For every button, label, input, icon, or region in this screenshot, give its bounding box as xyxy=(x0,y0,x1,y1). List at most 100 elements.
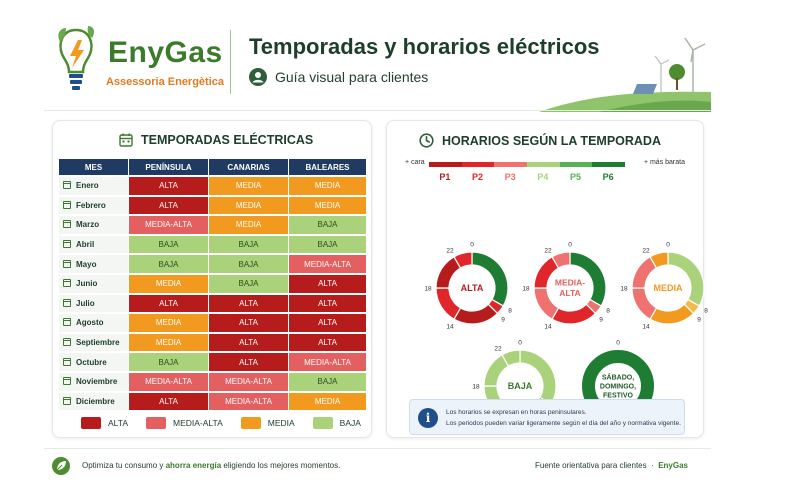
table-row: Noviembre MEDIA-ALTA MEDIA-ALTA BAJA xyxy=(59,372,367,391)
footer-text-bold: ahorra energía xyxy=(165,461,222,470)
hour-label: 9 xyxy=(697,317,701,324)
donut-center-label: DOMINGO, xyxy=(600,383,636,390)
legend-label: MEDIA xyxy=(267,418,295,428)
calendar-icon xyxy=(119,133,133,147)
leaf-icon xyxy=(52,457,70,475)
cheaper-label: + más barata xyxy=(643,159,685,166)
seasons-title-text: TEMPORADAS ELÉCTRICAS xyxy=(141,133,314,147)
footer-rule xyxy=(44,448,711,449)
hour-label: 22 xyxy=(494,345,502,352)
season-level-cell: MEDIA xyxy=(289,177,367,195)
season-level-cell: MEDIA xyxy=(129,274,209,293)
season-level-cell: BAJA xyxy=(129,353,209,371)
month-cell: Octubre xyxy=(59,353,129,371)
hour-label: 8 xyxy=(508,308,512,315)
season-level-cell: ALTA xyxy=(209,294,289,313)
donut-segment xyxy=(667,251,705,307)
season-level-cell: ALTA xyxy=(129,294,209,313)
month-cell: Septiembre xyxy=(59,333,129,352)
table-row: Septiembre MEDIA ALTA ALTA xyxy=(59,333,367,352)
month-cell: Marzo xyxy=(59,216,129,234)
schedule-donut: 0 89 14 18 22 MEDIA-ALTA xyxy=(522,242,610,331)
month-cell: Agosto xyxy=(59,314,129,332)
footer-text-after: eligiendo los mejores momentos. xyxy=(221,461,341,470)
month-label: Noviembre xyxy=(76,377,118,387)
table-row: Octubre BAJA ALTA MEDIA-ALTA xyxy=(59,353,367,371)
donut-segment xyxy=(649,251,669,269)
legend-swatch xyxy=(312,417,333,429)
season-level-cell: MEDIA-ALTA xyxy=(289,353,367,371)
table-row: Diciembre ALTA MEDIA-ALTA MEDIA xyxy=(59,392,367,411)
season-level-cell: MEDIA xyxy=(209,216,289,234)
hour-label: 9 xyxy=(599,317,603,324)
more-expensive-label: + cara xyxy=(405,159,425,166)
month-cell: Diciembre xyxy=(59,392,129,411)
season-level-cell: BAJA xyxy=(129,255,209,273)
season-level-cell: BAJA xyxy=(289,235,367,254)
hour-label: 14 xyxy=(544,324,552,331)
month-label: Diciembre xyxy=(76,396,115,406)
season-level-cell: MEDIA-ALTA xyxy=(289,255,367,273)
hour-label: 18 xyxy=(620,286,628,293)
calendar-icon xyxy=(63,298,71,307)
month-label: Marzo xyxy=(76,220,100,230)
legend-item: MEDIA-ALTA xyxy=(146,417,223,429)
donut-segment xyxy=(519,349,557,405)
info-icon: i xyxy=(418,408,438,428)
hour-label: 22 xyxy=(446,247,454,254)
donut-center-label: MEDIA- xyxy=(555,278,585,288)
period-swatch xyxy=(527,162,560,167)
hour-label: 9 xyxy=(501,317,505,324)
header-divider xyxy=(230,30,231,94)
legend-item: ALTA xyxy=(81,417,128,429)
month-label: Abril xyxy=(76,240,95,250)
month-label: Enero xyxy=(76,181,99,191)
hour-label: 0 xyxy=(666,242,670,249)
period-scale: + cara + más barata P1 P2 P3 P4 P5 P6 xyxy=(405,159,685,189)
donut-segment xyxy=(649,303,695,325)
schedule-donut: 0 89 14 18 22 MEDIA xyxy=(620,242,708,331)
donut-center-label: BAJA xyxy=(508,381,533,391)
calendar-icon xyxy=(63,200,71,209)
subtitle-row: Guía visual para clientes xyxy=(249,68,428,86)
month-label: Septiembre xyxy=(76,338,120,348)
hour-label: 18 xyxy=(472,384,480,391)
table-row: Febrero ALTA MEDIA MEDIA xyxy=(59,196,367,215)
hour-label: 22 xyxy=(544,247,552,254)
info-line: Los horarios se expresan en horas penins… xyxy=(446,409,587,416)
legend-swatch xyxy=(81,417,101,429)
month-cell: Junio xyxy=(59,274,129,293)
legend-swatch xyxy=(146,417,166,429)
column-header: MES xyxy=(59,159,129,175)
hour-label: 8 xyxy=(606,308,610,315)
season-level-cell: MEDIA xyxy=(209,196,289,215)
calendar-icon xyxy=(63,357,71,366)
calendar-icon xyxy=(63,240,71,249)
brand-name: EnyGas xyxy=(108,36,223,69)
season-level-cell: MEDIA xyxy=(129,333,209,352)
period-swatch xyxy=(592,162,626,167)
donut-center-label: FESTIVO xyxy=(603,392,634,399)
footer-source: Fuente orientativa para clientes · EnyGa… xyxy=(535,461,688,470)
schedules-title-text: HORARIOS SEGÚN LA TEMPORADA xyxy=(442,133,661,148)
donut-segment xyxy=(471,251,509,307)
legend-swatch xyxy=(240,417,261,429)
donut-segment xyxy=(501,349,521,367)
table-row: Enero ALTA MEDIA MEDIA xyxy=(59,177,367,195)
month-label: Agosto xyxy=(76,318,104,328)
period-label: P6 xyxy=(602,172,614,182)
seasons-table: MES PENÍNSULA CANARIAS BALEARES Enero ALT… xyxy=(59,157,367,412)
legend-item: MEDIA xyxy=(240,417,295,429)
table-row: Mayo BAJA BAJA MEDIA-ALTA xyxy=(59,255,367,273)
month-label: Octubre xyxy=(76,357,107,367)
clock-icon xyxy=(419,133,434,148)
period-swatch xyxy=(494,162,528,167)
donut-segment xyxy=(551,251,571,269)
hour-label: 0 xyxy=(616,340,620,347)
hour-label: 18 xyxy=(424,286,432,293)
hour-label: 8 xyxy=(704,308,708,315)
season-level-cell: MEDIA-ALTA xyxy=(129,216,209,234)
landscape-wind-solar-icon xyxy=(539,37,711,112)
table-row: Junio MEDIA BAJA ALTA xyxy=(59,274,367,293)
info-note: i Los horarios se expresan en horas peni… xyxy=(409,399,685,435)
